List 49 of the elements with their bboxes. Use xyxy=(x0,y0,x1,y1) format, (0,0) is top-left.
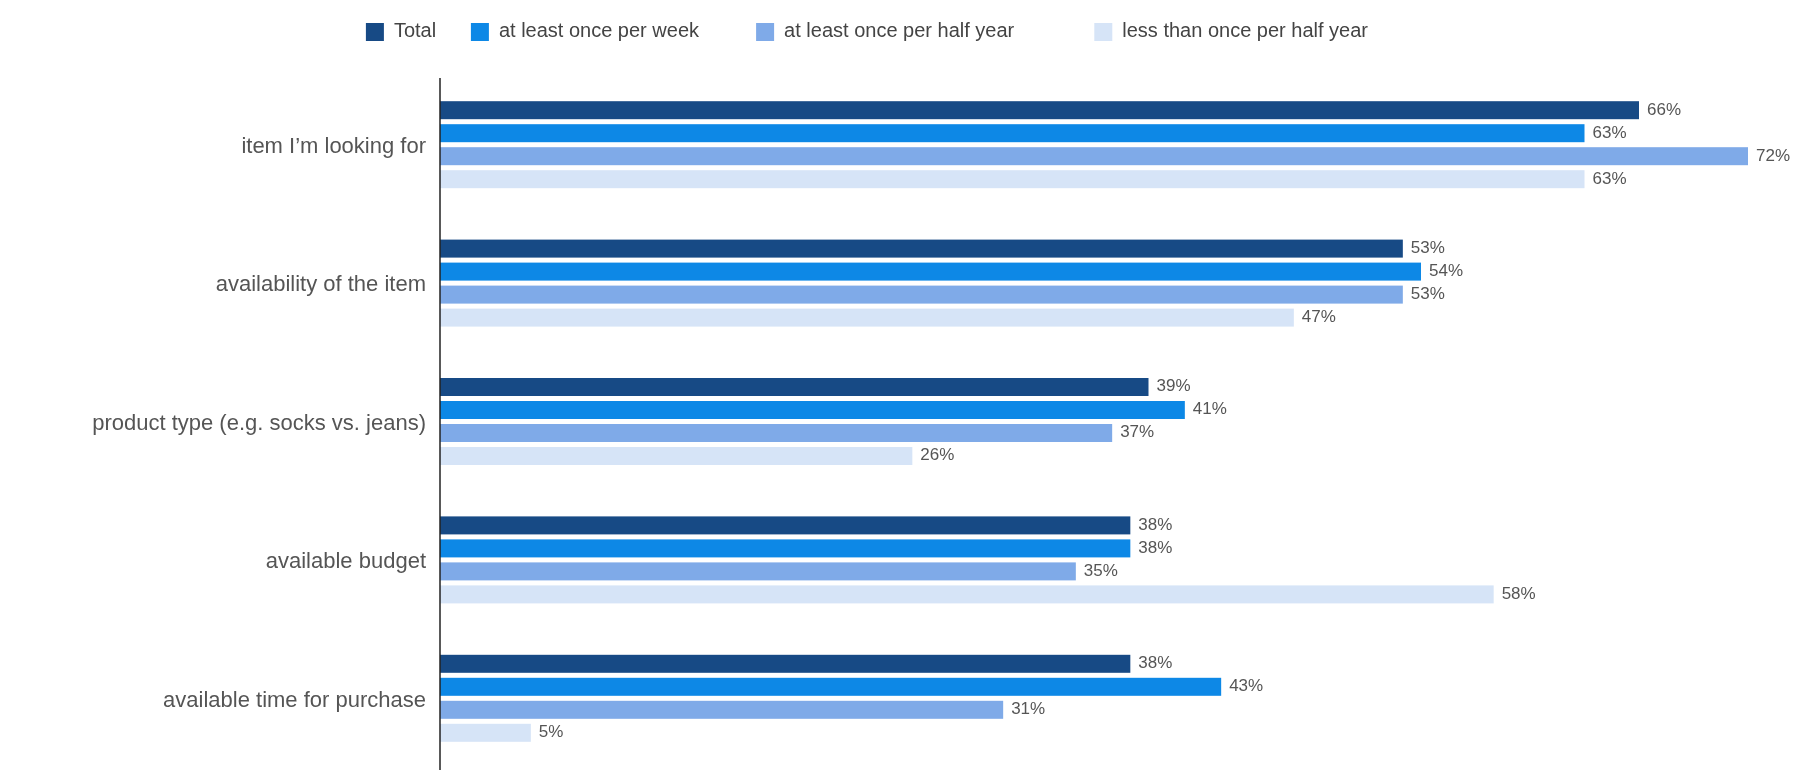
data-label: 38% xyxy=(1138,514,1173,534)
y-tick-label: product type (e.g. socks vs. jeans) xyxy=(92,409,426,435)
legend-label: Total xyxy=(393,19,437,42)
y-tick-label: item I’m looking for xyxy=(241,133,426,159)
bar xyxy=(440,424,1113,442)
data-label: 5% xyxy=(538,722,564,742)
data-label: 63% xyxy=(1592,122,1627,142)
bar xyxy=(440,677,1222,696)
y-tick-label: available budget xyxy=(265,548,426,574)
data-label: 53% xyxy=(1410,238,1445,258)
data-label: 54% xyxy=(1429,261,1464,281)
bar xyxy=(440,447,913,465)
data-label: 72% xyxy=(1756,145,1791,165)
data-label: 38% xyxy=(1138,537,1173,557)
bar xyxy=(440,516,1131,535)
data-label: 66% xyxy=(1647,99,1682,119)
legend-label: less than once per half year xyxy=(1122,19,1369,42)
data-label: 37% xyxy=(1120,422,1155,442)
data-label: 43% xyxy=(1229,676,1264,696)
bar xyxy=(440,170,1585,189)
bar xyxy=(440,262,1421,281)
bar xyxy=(440,101,1639,120)
data-label: 47% xyxy=(1301,307,1336,327)
bar xyxy=(440,308,1294,327)
bar xyxy=(440,539,1131,558)
data-label: 53% xyxy=(1410,284,1445,304)
bar xyxy=(440,147,1748,166)
bar xyxy=(440,239,1403,258)
legend-label: at least once per half year xyxy=(784,19,1015,42)
data-label: 35% xyxy=(1083,560,1118,580)
bar xyxy=(440,723,531,742)
bar xyxy=(440,285,1403,304)
bar xyxy=(440,401,1185,419)
y-tick-label: available time for purchase xyxy=(163,686,426,712)
data-label: 38% xyxy=(1138,653,1173,673)
bar xyxy=(440,700,1004,719)
data-label: 41% xyxy=(1192,399,1227,419)
bar xyxy=(440,562,1076,581)
legend-label: at least once per week xyxy=(498,19,701,42)
data-label: 39% xyxy=(1156,376,1191,396)
bar xyxy=(440,654,1131,673)
bar xyxy=(440,585,1494,604)
data-label: 26% xyxy=(920,445,955,465)
data-label: 63% xyxy=(1592,168,1627,188)
bar xyxy=(440,378,1149,396)
data-label: 58% xyxy=(1501,583,1536,603)
bar xyxy=(440,124,1585,143)
y-tick-label: availability of the item xyxy=(215,271,426,297)
data-label: 31% xyxy=(1011,699,1046,719)
